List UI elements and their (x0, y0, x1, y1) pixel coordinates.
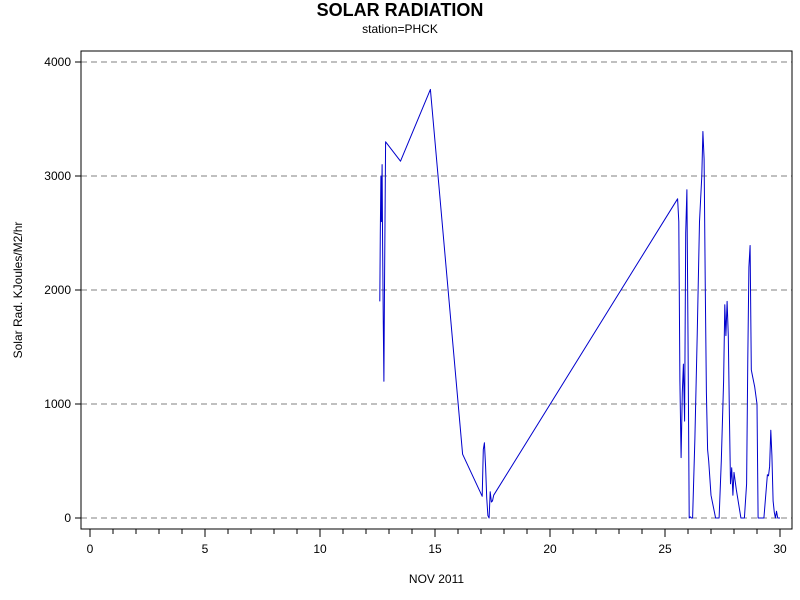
y-tick-label: 0 (64, 511, 71, 525)
y-tick-label: 3000 (44, 169, 71, 183)
x-tick-label: 0 (87, 542, 94, 556)
x-tick-label: 30 (773, 542, 787, 556)
y-tick-label: 1000 (44, 397, 71, 411)
x-tick-label: 25 (658, 542, 672, 556)
x-axis-label: NOV 2011 (408, 572, 465, 586)
x-tick-label: 15 (428, 542, 442, 556)
grid-lines (81, 61, 792, 519)
chart-title: SOLAR RADIATION (316, 0, 484, 20)
chart-subtitle: station=PHCK (362, 22, 438, 36)
series-line (379, 88, 780, 519)
y-tick-label: 4000 (44, 55, 71, 69)
x-axis: 0 5 10 15 20 25 30 (87, 529, 787, 556)
x-tick-label: 20 (543, 542, 557, 556)
x-tick-label: 5 (202, 542, 209, 556)
y-axis: 0 1000 2000 3000 4000 (44, 55, 81, 525)
y-tick-label: 2000 (44, 283, 71, 297)
x-tick-label: 10 (313, 542, 327, 556)
series-group (379, 88, 780, 519)
